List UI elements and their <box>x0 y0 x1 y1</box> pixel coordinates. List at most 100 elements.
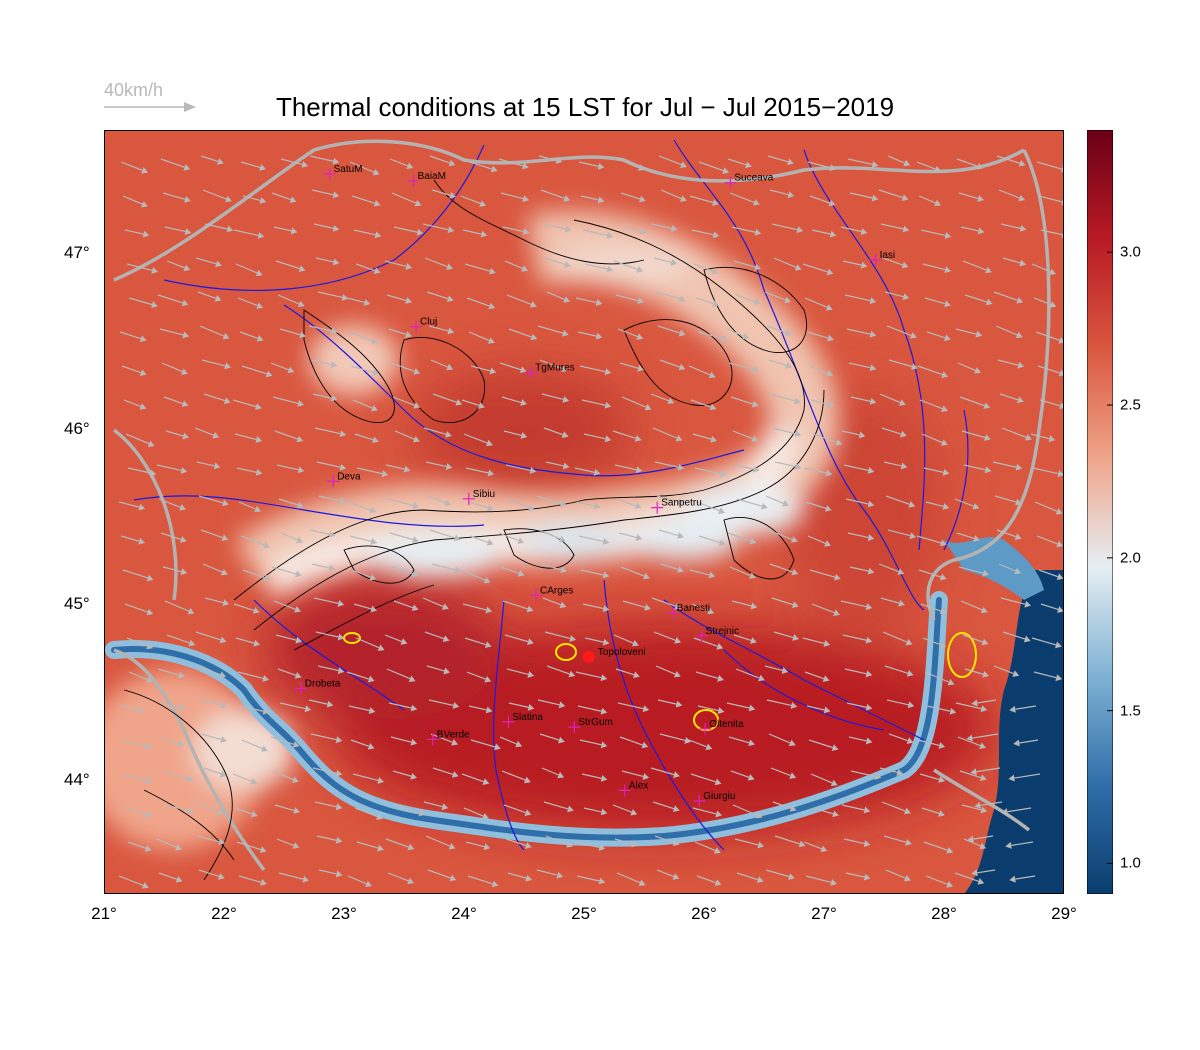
wind-arrow <box>580 195 599 201</box>
wind-arrow <box>164 226 186 233</box>
wind-arrow-head <box>1015 463 1023 471</box>
wind-arrow <box>581 399 606 406</box>
wind-arrow <box>1040 603 1059 611</box>
city-marker[interactable]: Oltenita <box>699 719 744 735</box>
wind-arrow <box>275 260 300 270</box>
wind-arrow <box>124 603 148 613</box>
wind-arrow <box>346 297 365 304</box>
wind-arrow-head <box>139 403 147 410</box>
wind-arrow <box>803 467 827 474</box>
wind-arrow <box>348 705 370 712</box>
wind-arrow-head <box>1009 875 1016 883</box>
wind-arrow-head <box>606 265 614 273</box>
city-cross-icon <box>323 167 336 180</box>
city-marker[interactable]: Drobeta <box>294 679 341 695</box>
wind-arrow-head <box>598 844 606 851</box>
wind-arrow <box>538 155 557 162</box>
wind-arrow-head <box>971 869 978 877</box>
wind-arrow-head <box>750 602 758 610</box>
wind-arrow <box>200 529 223 539</box>
wind-arrow-head <box>798 840 806 848</box>
city-marker[interactable]: Alex <box>618 780 648 797</box>
wind-arrow <box>198 495 224 504</box>
city-marker[interactable]: TgMures <box>525 362 575 379</box>
wind-arrow <box>691 229 714 236</box>
wind-arrow-head <box>341 294 349 301</box>
wind-arrow-head <box>221 534 229 541</box>
wind-arrow-head <box>753 298 761 305</box>
wind-arrow <box>885 869 906 879</box>
city-marker[interactable]: Slatina <box>502 712 543 728</box>
wind-arrow-head <box>985 266 992 274</box>
wind-arrow <box>469 161 493 170</box>
thermal-map[interactable]: SatuM BaiaM Suceava Iasi Cluj TgMures Deva Sibi… <box>104 130 1064 894</box>
wind-arrow-head <box>1049 301 1057 308</box>
wind-arrow <box>653 257 672 264</box>
wind-arrow <box>656 495 679 503</box>
wind-arrow <box>432 767 454 775</box>
wind-arrow-head <box>262 675 270 682</box>
wind-arrow <box>574 841 600 849</box>
wind-arrow <box>119 331 142 340</box>
city-marker[interactable]: Sibiu <box>462 489 495 505</box>
city-marker[interactable]: Strejnic <box>695 626 739 642</box>
wind-arrow-head <box>371 337 378 345</box>
wind-arrow <box>884 291 904 298</box>
city-marker[interactable]: Banesti <box>666 603 710 619</box>
wind-arrow-head <box>630 808 638 816</box>
city-marker[interactable]: Iasi <box>869 250 896 266</box>
colorbar-tick-label: 1.0 <box>1120 854 1141 872</box>
wind-arrow <box>1031 263 1051 273</box>
wind-arrow <box>312 767 337 774</box>
wind-arrow-head <box>949 707 957 715</box>
wind-arrow <box>735 668 760 679</box>
wind-arrow-head <box>595 299 603 306</box>
city-marker[interactable]: BaiaM <box>407 171 446 187</box>
wind-arrow <box>613 260 638 270</box>
wind-arrow-head <box>330 361 338 368</box>
wind-arrow <box>237 671 264 680</box>
wind-arrow <box>539 733 560 741</box>
wind-arrow <box>504 634 529 643</box>
wind-arrow-head <box>253 639 261 647</box>
wind-arrow <box>810 773 833 784</box>
wind-arrow <box>384 634 402 643</box>
wind-arrow-head <box>527 671 535 678</box>
wind-arrow <box>240 535 265 546</box>
city-marker[interactable]: CArges <box>530 585 573 602</box>
wind-arrow-head <box>604 435 612 443</box>
wind-arrow <box>126 637 148 647</box>
city-marker[interactable]: Topoloveni <box>582 647 646 663</box>
wind-arrow-head <box>752 199 760 206</box>
wind-arrow <box>126 263 153 272</box>
city-marker[interactable]: SatuM <box>323 164 363 180</box>
city-marker[interactable]: Cluj <box>410 317 437 333</box>
wind-arrow-head <box>631 639 639 647</box>
wind-arrow-head <box>517 537 525 544</box>
city-marker[interactable]: Giurgiu <box>693 791 735 807</box>
wind-arrow-head <box>563 261 571 268</box>
wind-arrow <box>390 736 412 743</box>
wind-arrow <box>840 226 862 233</box>
wind-arrow-head <box>946 847 954 854</box>
wind-arrow <box>1033 671 1057 679</box>
wind-arrow-head <box>634 434 642 442</box>
city-marker[interactable]: BVerde <box>426 729 470 746</box>
wind-arrow <box>234 433 257 441</box>
city-marker[interactable]: Deva <box>327 471 361 488</box>
city-cross-icon <box>525 366 538 379</box>
wind-arrow <box>963 464 986 471</box>
city-marker[interactable]: Suceava <box>724 173 774 189</box>
wind-arrow <box>810 399 829 406</box>
city-marker[interactable]: StrGum <box>568 717 613 734</box>
wind-arrow-head <box>977 878 985 885</box>
wind-arrow-head <box>365 880 372 888</box>
wind-arrow-head <box>939 573 947 581</box>
wind-arrow-head <box>712 300 719 307</box>
city-marker[interactable]: Sanpetru <box>651 498 702 514</box>
wind-arrow <box>576 875 600 882</box>
wind-arrow-head <box>865 670 873 678</box>
wind-arrow-head <box>446 363 454 371</box>
wind-arrow-head <box>219 636 227 644</box>
wind-arrow-head <box>412 435 420 443</box>
